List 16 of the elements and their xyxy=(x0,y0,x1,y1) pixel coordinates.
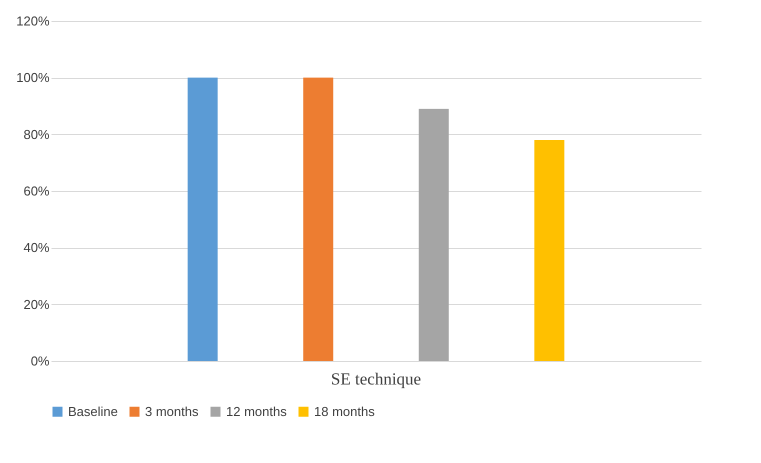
bar xyxy=(303,78,334,361)
y-tick-label: 80% xyxy=(23,126,50,142)
y-tick-label: 0% xyxy=(30,354,50,368)
bar xyxy=(534,140,564,361)
legend-label: 18 months xyxy=(314,404,376,419)
y-tick-label: 60% xyxy=(23,184,50,198)
y-tick-label: 100% xyxy=(16,70,50,86)
legend-label: 12 months xyxy=(226,404,288,419)
y-tick-label: 20% xyxy=(23,296,50,312)
y-tick-label: 120% xyxy=(16,14,50,28)
legend-label: Baseline xyxy=(68,404,118,419)
bar xyxy=(418,108,449,361)
y-tick-label: 40% xyxy=(23,240,50,256)
legend-label: 3 months xyxy=(145,404,199,419)
bar xyxy=(188,78,218,361)
x-tick-label: SE technique xyxy=(330,370,422,388)
